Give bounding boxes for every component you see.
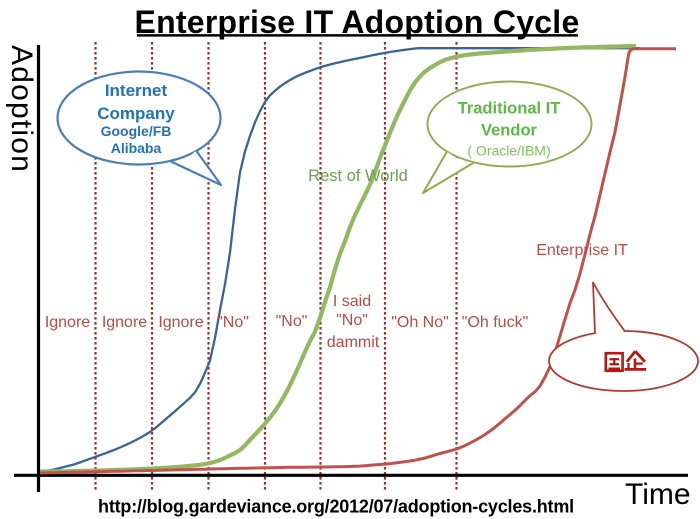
svg-text:Enterprise IT: Enterprise IT	[536, 242, 628, 259]
svg-text:Alibaba: Alibaba	[111, 140, 162, 156]
svg-text:Company: Company	[97, 104, 175, 123]
svg-text:Ignore: Ignore	[158, 314, 203, 331]
svg-text:"No": "No"	[336, 312, 368, 329]
svg-text:"No": "No"	[217, 314, 249, 331]
svg-text:Adoption: Adoption	[5, 45, 38, 173]
svg-text:"Oh No": "Oh No"	[391, 314, 449, 331]
svg-text:( Oracle/IBM): ( Oracle/IBM)	[467, 143, 550, 159]
svg-text:dammit: dammit	[327, 334, 380, 351]
svg-text:Enterprise IT Adoption Cycle: Enterprise IT Adoption Cycle	[135, 4, 580, 40]
svg-text:"Oh fuck": "Oh fuck"	[462, 314, 529, 331]
svg-text:Traditional IT: Traditional IT	[458, 100, 561, 118]
svg-text:http://blog.gardeviance.org/20: http://blog.gardeviance.org/2012/07/adop…	[98, 497, 574, 517]
svg-text:I said: I said	[333, 293, 371, 310]
svg-text:Rest of World: Rest of World	[308, 167, 408, 185]
svg-text:Time: Time	[625, 478, 691, 511]
svg-text:Internet: Internet	[105, 81, 168, 100]
svg-text:Ignore: Ignore	[45, 314, 90, 331]
svg-text:"No": "No"	[276, 313, 308, 330]
svg-text:Google/FB: Google/FB	[101, 123, 172, 139]
svg-text:Ignore: Ignore	[102, 314, 147, 331]
svg-text:Vendor: Vendor	[481, 122, 538, 140]
